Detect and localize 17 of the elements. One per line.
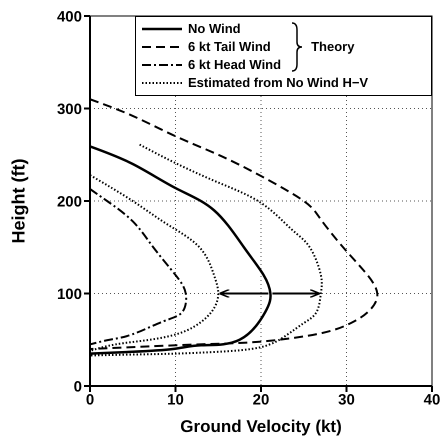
y-axis-title: Height (ft) bbox=[8, 158, 28, 244]
x-tick-label: 20 bbox=[252, 392, 270, 409]
y-tick-label: 200 bbox=[56, 193, 82, 210]
legend-label: 6 kt Tail Wind bbox=[188, 38, 271, 56]
legend-label: Estimated from No Wind H−V bbox=[188, 74, 368, 92]
legend-title: Theory bbox=[311, 38, 354, 56]
x-tick-label: 30 bbox=[338, 392, 355, 409]
y-tick-label: 0 bbox=[74, 378, 82, 396]
y-tick-label: 100 bbox=[56, 286, 82, 303]
legend-label: 6 kt Head Wind bbox=[188, 56, 282, 74]
x-tick-label: 0 bbox=[86, 392, 94, 409]
legend-label: No Wind bbox=[188, 20, 241, 38]
x-axis-title: Ground Velocity (kt) bbox=[180, 417, 342, 436]
y-tick-label: 300 bbox=[56, 100, 82, 118]
y-tick-label: 400 bbox=[56, 8, 82, 26]
x-tick-label: 40 bbox=[424, 392, 440, 409]
x-tick-label: 10 bbox=[167, 392, 184, 409]
